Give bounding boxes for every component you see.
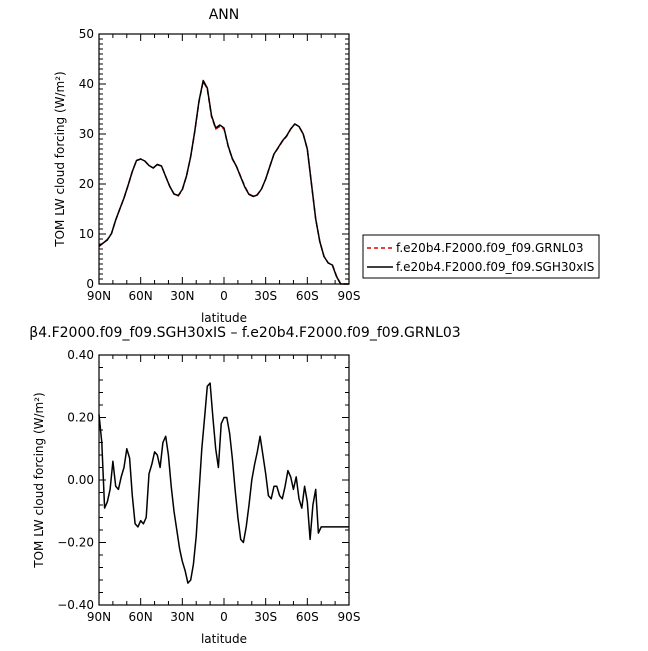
x-tick-label: 60N (129, 289, 153, 303)
x-tick-label: 60S (296, 289, 319, 303)
top-panel: ANN 90N 60N 30N 0 30S 60S 90S 0 10 20 30 40 50 lati… (53, 7, 360, 325)
x-tick-label: 60S (296, 610, 319, 624)
y-tick-label: 20 (79, 177, 94, 191)
top-y-tick-labels: 0 10 20 30 40 50 (79, 27, 94, 291)
y-tick-label: −0.40 (57, 598, 94, 612)
y-tick-label: 40 (79, 77, 94, 91)
bottom-panel: β4.F2000.f09_f09.SGH30xIS – f.e20b4.F200… (29, 325, 460, 646)
y-tick-label: 30 (79, 127, 94, 141)
bottom-y-tick-labels: −0.40 −0.20 0.00 0.20 0.40 (57, 348, 94, 612)
bottom-y-axis-label: TOM LW cloud forcing (W/m²) (32, 392, 46, 569)
legend-entry-sgh30xis: f.e20b4.F2000.f09_f09.SGH30xIS (396, 260, 594, 274)
top-x-axis-label: latitude (201, 311, 247, 325)
x-tick-label: 30N (170, 289, 194, 303)
x-tick-label: 90S (338, 289, 361, 303)
y-tick-label: 0.00 (67, 473, 94, 487)
y-tick-label: 10 (79, 227, 94, 241)
y-tick-label: 0 (86, 277, 94, 291)
series-line-1-0 (98, 382, 349, 584)
top-axis-ticks (98, 33, 350, 285)
bottom-x-tick-labels: 90N 60N 30N 0 30S 60S 90S (87, 610, 361, 624)
x-tick-label: 0 (220, 610, 228, 624)
bottom-plot-frame (98, 354, 350, 606)
x-tick-label: 90N (87, 289, 111, 303)
series-line-0-1 (98, 79, 349, 285)
x-tick-label: 0 (220, 289, 228, 303)
x-tick-label: 90N (87, 610, 111, 624)
top-y-axis-label: TOM LW cloud forcing (W/m²) (53, 71, 67, 248)
top-chart-title: ANN (209, 7, 240, 23)
bottom-x-axis-label: latitude (201, 632, 247, 646)
x-tick-label: 30S (254, 289, 277, 303)
x-tick-label: 60N (129, 610, 153, 624)
legend-box (362, 234, 600, 279)
legend-entry-grnl03: f.e20b4.F2000.f09_f09.GRNL03 (396, 241, 584, 255)
x-tick-label: 90S (338, 610, 361, 624)
bottom-chart-title: β4.F2000.f09_f09.SGH30xIS – f.e20b4.F200… (29, 325, 460, 341)
y-tick-label: 50 (79, 27, 94, 41)
y-tick-label: −0.20 (57, 536, 94, 550)
legend: f.e20b4.F2000.f09_f09.GRNL03 f.e20b4.F20… (362, 234, 600, 279)
x-tick-label: 30S (254, 610, 277, 624)
top-x-tick-labels: 90N 60N 30N 0 30S 60S 90S (87, 289, 361, 303)
y-tick-label: 0.40 (67, 348, 94, 362)
bottom-axis-ticks (98, 354, 350, 606)
top-series-lines (98, 79, 349, 285)
x-tick-label: 30N (170, 610, 194, 624)
bottom-series-lines (98, 382, 349, 584)
top-plot-frame (98, 33, 350, 285)
y-tick-label: 0.20 (67, 411, 94, 425)
